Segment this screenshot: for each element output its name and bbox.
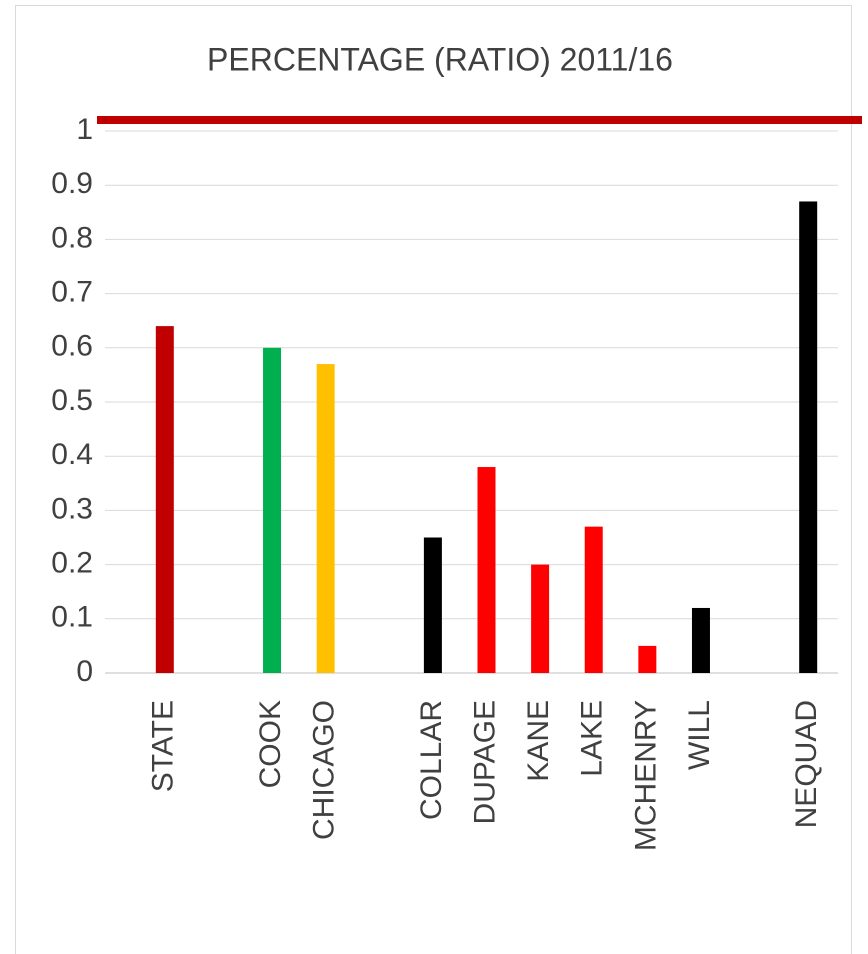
bar xyxy=(263,347,282,673)
bar xyxy=(423,537,442,673)
chart-border xyxy=(15,5,852,954)
x-tick-label: WILL xyxy=(683,700,716,770)
x-tick-label: NEQUAD xyxy=(790,700,823,828)
x-tick-label: LAKE xyxy=(576,700,609,777)
y-tick-label: 0.5 xyxy=(51,384,93,417)
x-tick-label: DUPAGE xyxy=(468,700,501,824)
x-tick-label: CHICAGO xyxy=(308,700,341,840)
y-tick-label: 0.6 xyxy=(51,330,93,363)
y-tick-label: 0.7 xyxy=(51,276,93,309)
bar xyxy=(531,564,550,673)
y-tick-label: 0.2 xyxy=(51,547,93,580)
bar xyxy=(638,645,657,673)
plot-area: 0 0.1 0.2 0.3 0.4 0.5 0.6 0.7 0.8 0.9 1 STATE COOK CH… xyxy=(51,113,838,851)
x-tick-label: COOK xyxy=(254,700,287,788)
y-tick-label: 0.9 xyxy=(51,167,93,200)
chart-title: PERCENTAGE (RATIO) 2011/16 xyxy=(207,41,673,77)
bar xyxy=(477,467,496,673)
x-tick-label: KANE xyxy=(522,700,555,782)
y-tick-label: 0.8 xyxy=(51,221,93,254)
x-tick-label: STATE xyxy=(147,700,180,792)
y-tick-label: 1 xyxy=(76,113,93,146)
x-tick-label: MCHENRY xyxy=(629,700,662,851)
bar xyxy=(691,607,710,673)
bar xyxy=(316,364,335,673)
bar xyxy=(799,201,818,673)
bar xyxy=(155,326,174,673)
y-tick-label: 0.3 xyxy=(51,492,93,525)
y-tick-label: 0.1 xyxy=(51,601,93,634)
y-tick-label: 0.4 xyxy=(51,438,93,471)
bar xyxy=(584,526,603,673)
x-tick-label: COLLAR xyxy=(415,700,448,820)
y-tick-label: 0 xyxy=(76,655,93,688)
